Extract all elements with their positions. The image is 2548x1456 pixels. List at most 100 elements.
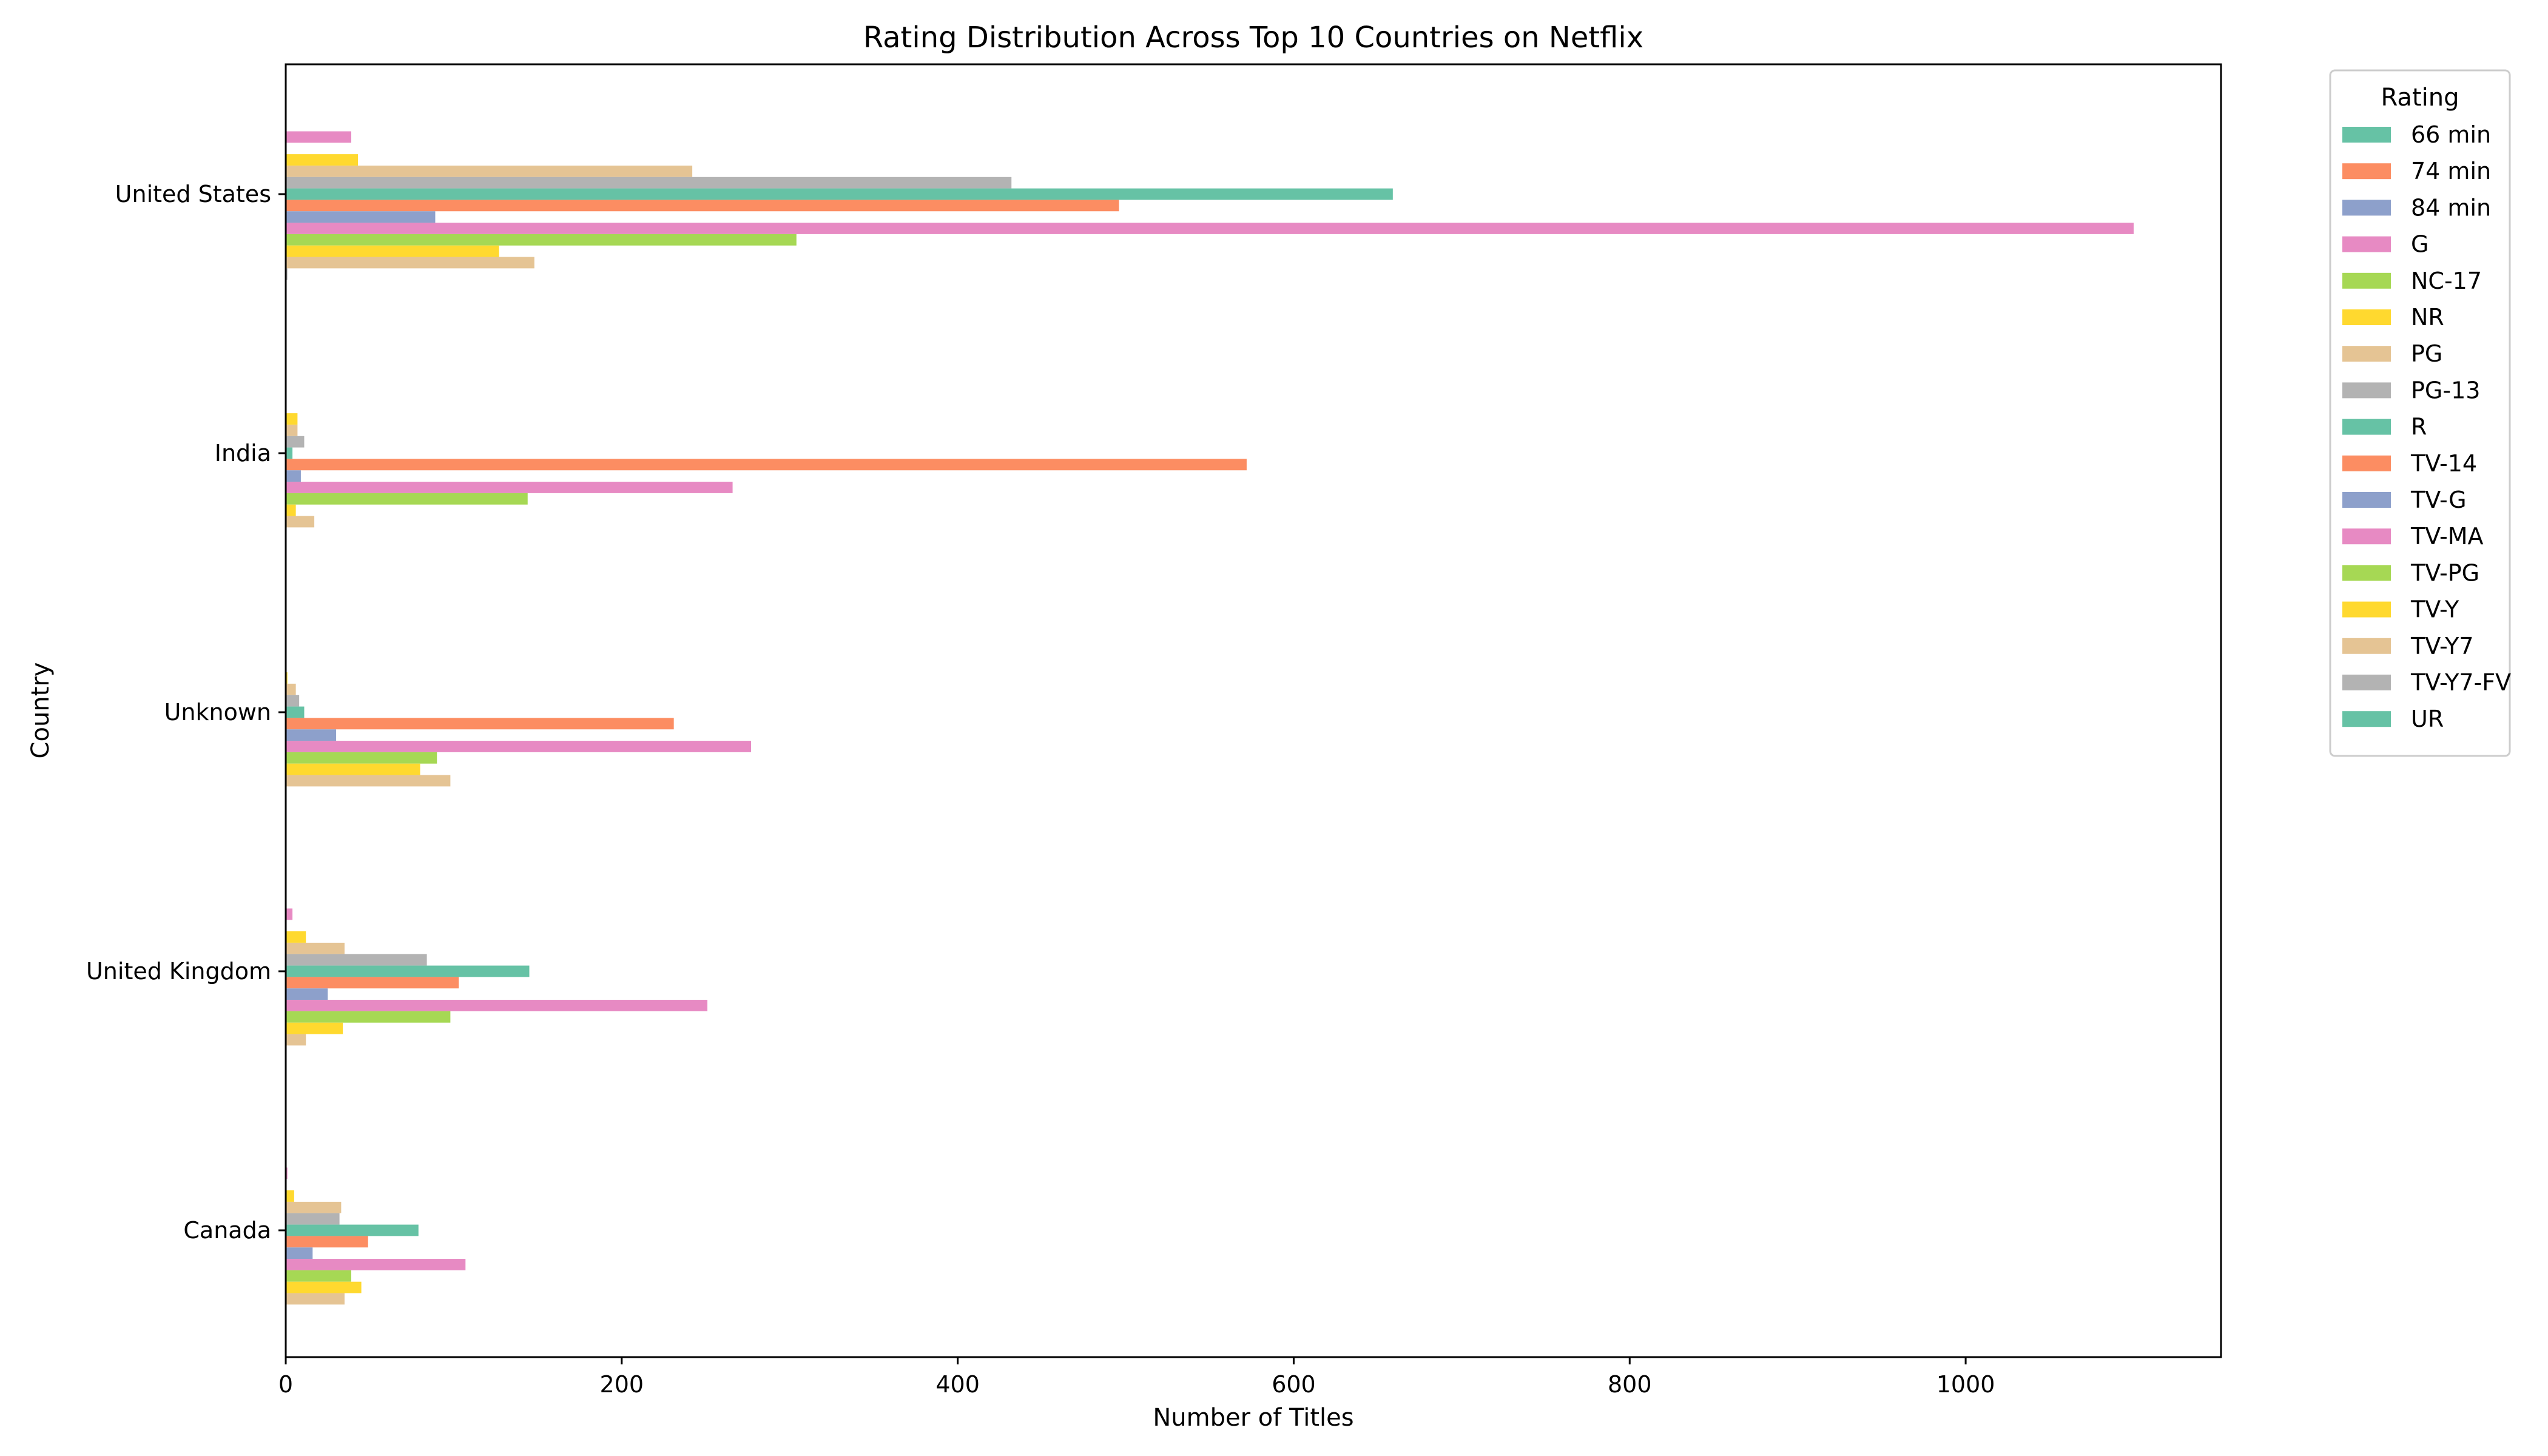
x-ticks: 0 200 400 600 800 1000 [278,1357,1995,1398]
x-tick-label-800: 800 [1608,1371,1652,1398]
x-tick-label-0: 0 [278,1371,293,1398]
bar-unknown-pg-13 [286,695,300,707]
bar-canada-nr [286,1190,294,1202]
legend-label-r: R [2411,414,2427,440]
legend-items: 66 min 74 min 84 min G NC-17 NR PG PG-13 R TV-14 T… [2342,121,2511,732]
bar-united-states-tv-pg [286,234,797,246]
bar-unknown-tv-y [286,763,420,775]
legend-swatch-tv-y [2342,601,2391,618]
bar-canada-pg-13 [286,1213,340,1225]
bar-united-states-tv-14 [286,200,1119,212]
bar-india-nr [286,413,298,425]
y-tick-label-canada: Canada [183,1217,271,1244]
bar-unknown-r [286,706,305,718]
legend-label-pg-13: PG-13 [2411,377,2480,403]
bar-unknown-tv-pg [286,752,437,764]
legend-label-tv-ma: TV-MA [2410,523,2483,550]
legend-label-nc-17: NC-17 [2411,268,2482,294]
x-tick-label-600: 600 [1272,1371,1316,1398]
bar-india-pg-13 [286,436,305,448]
legend-swatch-tv-14 [2342,455,2391,471]
legend-swatch-74-min [2342,163,2391,180]
x-tick-label-200: 200 [600,1371,644,1398]
legend-swatch-66-min [2342,127,2391,143]
bar-united-kingdom-tv-y7 [286,1034,306,1046]
legend-swatch-nc-17 [2342,272,2391,289]
legend-swatch-tv-y7 [2342,638,2391,654]
bars-group [286,131,2134,1305]
bar-united-kingdom-pg [286,942,345,954]
bar-united-states-tv-ma [286,223,2134,234]
legend-swatch-ur [2342,711,2391,727]
legend-swatch-pg [2342,346,2391,362]
bar-united-states-nr [286,154,359,166]
x-axis-label: Number of Titles [1153,1404,1353,1432]
bar-india-tv-y [286,504,296,516]
bar-united-kingdom-g [286,908,293,920]
legend-swatch-pg-13 [2342,382,2391,399]
bar-india-tv-ma [286,482,733,493]
legend-label-66-min: 66 min [2411,121,2491,148]
legend-label-tv-pg: TV-PG [2410,559,2479,586]
bar-india-tv-14 [286,459,1247,471]
bar-united-states-r [286,188,1393,200]
bar-united-states-tv-y [286,245,499,257]
y-tick-label-india: India [215,440,271,467]
legend-swatch-84-min [2342,200,2391,216]
bar-canada-tv-14 [286,1236,368,1248]
legend-label-84-min: 84 min [2411,194,2491,221]
bar-canada-tv-g [286,1247,313,1259]
legend-swatch-r [2342,419,2391,435]
bar-unknown-tv-14 [286,718,674,730]
x-tick-label-400: 400 [935,1371,980,1398]
plot-frame [285,63,2222,1358]
bar-canada-tv-pg [286,1270,351,1282]
bar-united-kingdom-tv-y [286,1022,343,1034]
bar-india-r [286,447,293,459]
bar-united-kingdom-tv-14 [286,977,459,989]
bar-canada-tv-y7 [286,1293,345,1305]
bar-india-tv-pg [286,493,528,505]
bar-united-states-g [286,131,351,143]
legend-swatch-g [2342,236,2391,252]
legend-label-g: G [2411,231,2428,258]
legend-swatch-tv-y7-fv [2342,675,2391,690]
legend-label-pg: PG [2411,340,2442,367]
bar-united-kingdom-nr [286,931,306,943]
bar-canada-pg [286,1201,342,1213]
bar-canada-r [286,1224,419,1236]
bar-unknown-tv-y7 [286,775,451,787]
legend-label-tv-y: TV-Y [2410,596,2459,623]
bar-india-tv-g [286,470,301,482]
y-tick-label-united-states: United States [115,181,271,207]
bar-united-kingdom-r [286,965,530,977]
bar-india-tv-y7 [286,516,315,528]
bar-united-kingdom-pg-13 [286,954,427,966]
bar-united-states-pg [286,165,693,177]
bar-united-states-tv-g [286,211,436,223]
y-axis-label: Country [27,662,55,759]
x-tick-label-1000: 1000 [1936,1371,1995,1398]
bar-united-states-tv-y7 [286,257,534,269]
legend-swatch-tv-ma [2342,528,2391,545]
bar-unknown-pg [286,683,296,695]
legend-title: Rating [2381,84,2459,112]
legend-label-tv-14: TV-14 [2410,450,2477,477]
bar-united-kingdom-tv-ma [286,1000,708,1011]
bar-united-kingdom-tv-g [286,988,328,1000]
y-ticks: United States India Unknown United Kingdom C… [86,181,286,1244]
bar-unknown-tv-ma [286,741,752,752]
legend-swatch-tv-g [2342,492,2391,508]
chart-title: Rating Distribution Across Top 10 Countr… [863,21,1643,55]
legend-swatch-nr [2342,309,2391,325]
legend-label-tv-g: TV-G [2410,487,2467,513]
legend-label-tv-y7: TV-Y7 [2410,633,2474,659]
y-tick-label-united-kingdom: United Kingdom [86,958,271,985]
legend-label-74-min: 74 min [2411,158,2491,184]
legend: Rating 66 min 74 min 84 min G NC-17 NR PG PG-13… [2329,69,2511,757]
bar-canada-tv-ma [286,1259,466,1270]
legend-label-nr: NR [2411,304,2444,331]
bar-unknown-tv-g [286,729,337,741]
bar-canada-tv-y [286,1281,362,1293]
